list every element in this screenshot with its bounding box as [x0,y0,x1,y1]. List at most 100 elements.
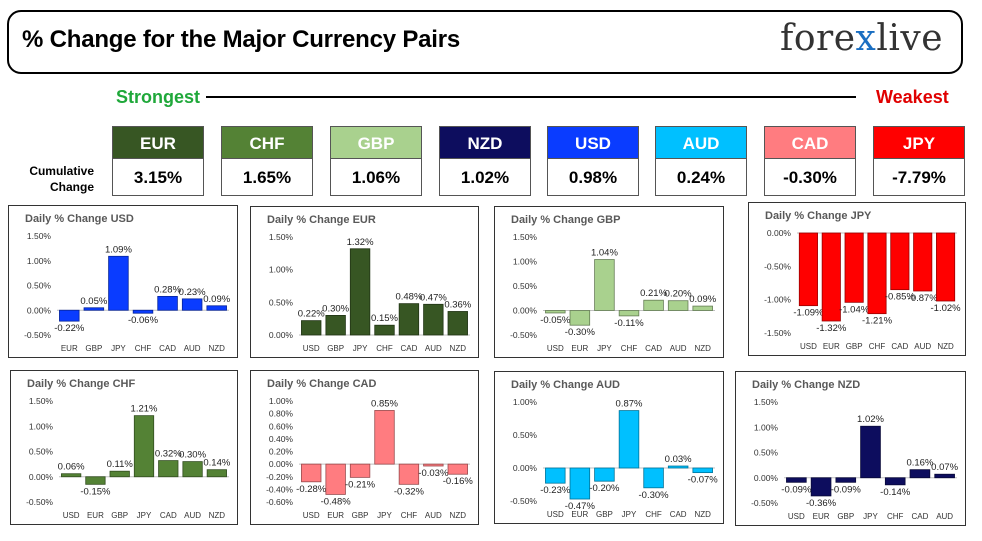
bar-usd [301,320,322,336]
category-label: NZD [209,511,226,520]
y-tick-label: -1.00% [764,295,791,305]
bar-aud [181,298,203,311]
bar-nzd [206,305,227,311]
bar-gbp [83,307,105,311]
y-tick-label: -0.50% [24,330,51,340]
bar-nzd [447,463,468,475]
tile-value: 0.24% [655,159,747,196]
category-label: USD [547,510,564,519]
data-label: 0.05% [80,296,107,307]
category-label: NZD [694,510,711,519]
category-label: EUR [813,512,830,521]
logo-x-mark: x [855,18,877,59]
title-box [7,10,963,74]
data-label: 1.09% [105,244,132,255]
y-tick-label: 1.00% [29,421,54,431]
bar-nzd [692,467,713,474]
data-label: 0.14% [203,458,230,469]
y-tick-label: -0.50% [26,497,53,507]
y-tick-label: 1.00% [513,257,538,267]
bar-jpy [594,259,615,311]
bar-nzd [206,469,227,478]
data-label: 0.11% [107,459,134,470]
data-label: -1.32% [816,323,847,334]
data-label: 1.21% [131,404,158,415]
data-label: 0.87% [616,399,643,410]
category-label: JPY [377,511,392,520]
category-label: CAD [670,510,687,519]
logo-text-left: fore [780,18,856,59]
data-label: 0.36% [444,299,471,310]
tile-value: 3.15% [112,159,204,196]
category-label: AUD [936,512,953,521]
data-label: 0.09% [689,294,716,305]
bar-cad [909,469,931,479]
category-label: GBP [352,511,369,520]
data-label: 0.03% [665,454,692,465]
bar-eur [821,232,841,322]
data-label: -1.09% [793,308,824,319]
cumulative-change-label: Cumulative Change [20,163,94,195]
bar-eur [325,463,346,495]
data-label: 0.30% [322,303,349,314]
y-tick-label: 0.50% [27,281,52,291]
bar-cad [667,465,689,469]
bar-jpy [349,248,371,336]
data-label: -0.23% [540,485,571,496]
bar-jpy [374,410,395,465]
strongest-label: Strongest [116,87,201,107]
data-label: -0.15% [80,486,111,497]
data-label: 0.22% [298,309,325,320]
data-label: 0.20% [665,289,692,300]
chart-title: Daily % Change AUD [511,379,620,391]
category-label: USD [547,344,564,353]
y-tick-label: 0.80% [269,409,294,419]
bar-eur [59,309,80,322]
chart-eur: Daily % Change EUR 1.50% 1.00% 0.50% 0.00% 0.… [267,214,472,353]
y-tick-label: 1.00% [269,265,294,275]
chart-title: Daily % Change EUR [267,214,376,226]
bar-aud [423,463,444,467]
data-label: 0.85% [371,398,398,409]
bar-cad [643,299,664,311]
y-tick-label: 0.00% [269,330,294,340]
data-label: 0.23% [179,287,206,298]
chart-panel-gbp: Daily % Change GBP 1.50% 1.00% 0.50% 0.00% -0… [494,206,724,358]
data-label: 0.15% [371,313,398,324]
bar-nzd [936,232,956,302]
category-label: USD [788,512,805,521]
bar-jpy [108,255,129,311]
y-tick-label: 1.00% [754,422,779,432]
chart-title: Daily % Change JPY [765,210,872,222]
category-label: JPY [597,344,612,353]
bar-nzd [447,311,468,336]
chart-title: Daily % Change CHF [27,378,135,390]
y-tick-label: -0.40% [266,484,293,494]
data-label: -0.07% [688,475,719,486]
category-label: AUD [184,511,201,520]
chart-aud: Daily % Change AUD1.00%0.50%0.00%-0.50%-… [510,379,719,519]
category-label: JPY [622,510,637,519]
bar-chf [643,467,664,489]
y-tick-label: 1.00% [269,396,294,406]
bar-chf [618,310,640,317]
category-label: GBP [111,511,128,520]
data-label: -0.32% [394,486,425,497]
cumulative-label-line-1: Cumulative [29,164,94,178]
bar-aud [934,473,955,479]
category-label: JPY [353,344,368,353]
category-label: AUD [425,344,442,353]
category-label: GBP [596,510,613,519]
bar-eur [569,467,591,500]
data-label: 0.30% [179,450,206,461]
bar-chf [374,324,395,336]
bar-usd [798,232,818,307]
category-label: AUD [184,344,201,353]
data-label: -0.16% [443,476,474,487]
category-label: CHF [135,344,152,353]
category-label: CHF [645,510,662,519]
y-tick-label: 0.00% [269,459,294,469]
y-tick-label: 0.00% [513,463,538,473]
category-label: GBP [327,344,344,353]
y-tick-label: 1.00% [27,256,52,266]
